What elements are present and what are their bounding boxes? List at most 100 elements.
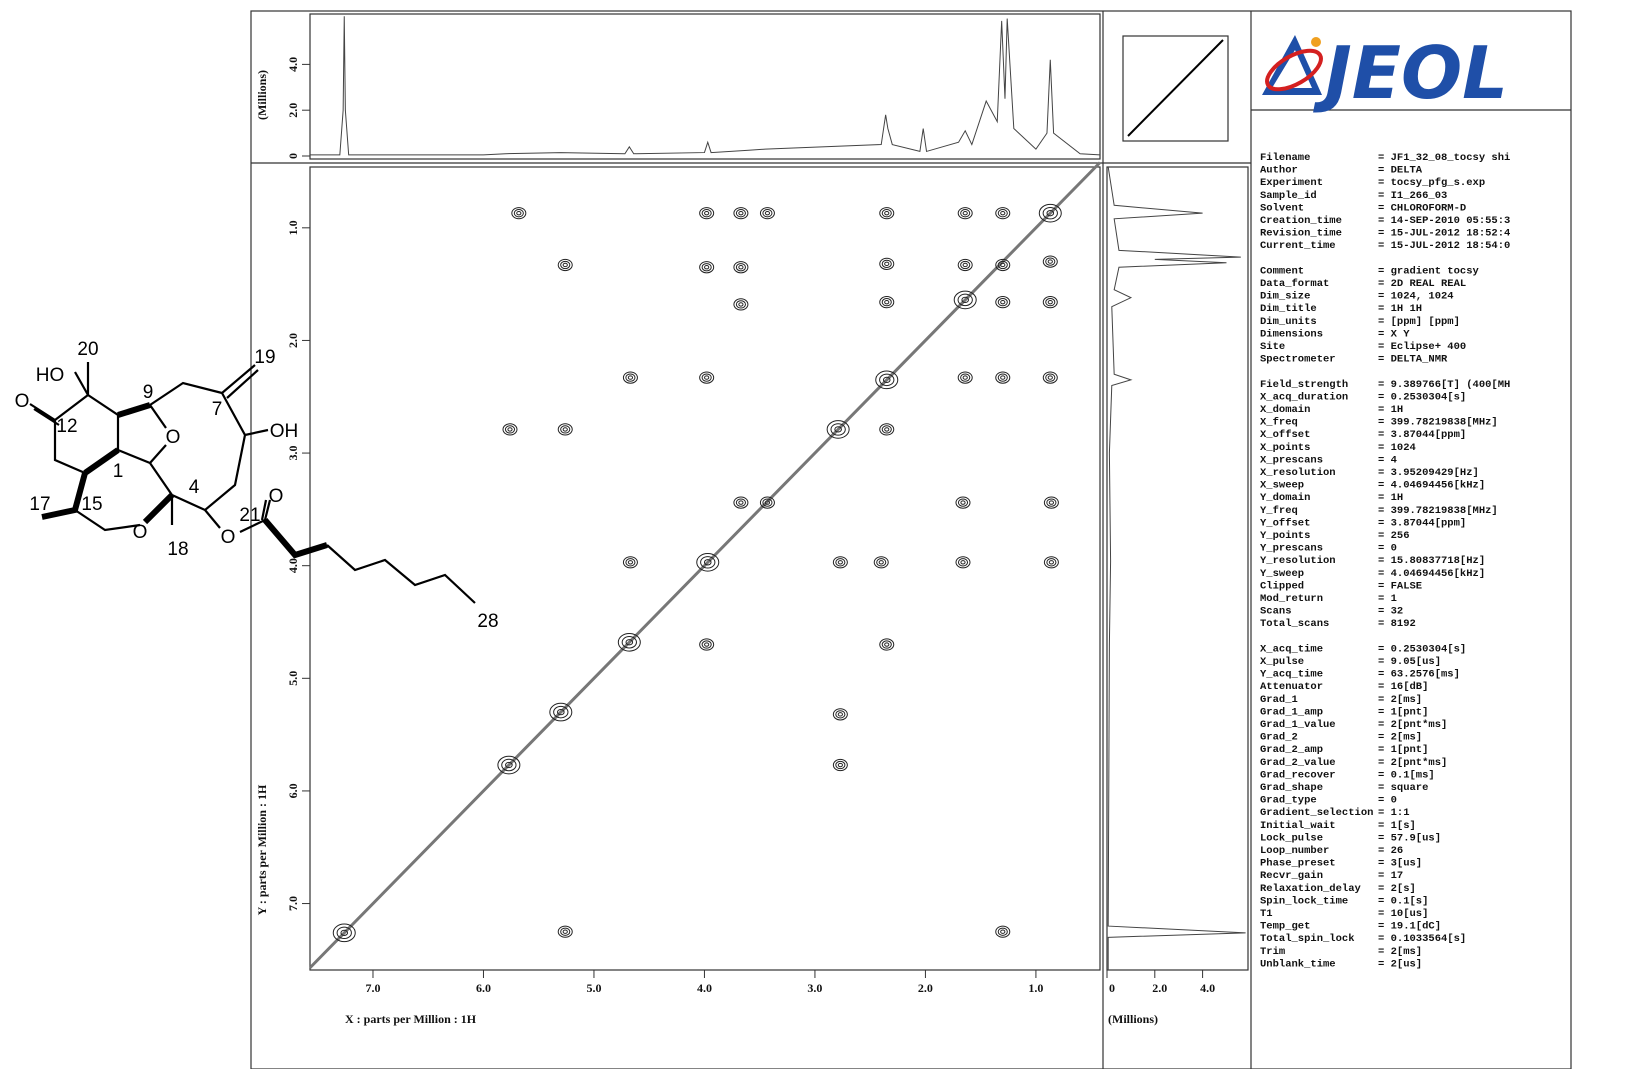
cross-peak <box>733 207 749 220</box>
contour <box>759 207 775 220</box>
contour <box>997 298 1008 307</box>
contour <box>738 210 744 216</box>
contour <box>1046 210 1055 217</box>
contour <box>957 371 973 384</box>
parameter-name: Recvr_gain <box>1260 870 1323 882</box>
contour <box>699 371 715 384</box>
contour <box>332 923 356 943</box>
parameter-name: Attenuator <box>1260 681 1323 693</box>
contour <box>562 929 568 934</box>
cross-peak <box>879 423 895 436</box>
parameter-value: = CHLOROFORM-D <box>1378 202 1466 214</box>
parameter-name: Y_offset <box>1260 517 1310 529</box>
contour <box>881 298 892 307</box>
parameter-name: Spin_lock_time <box>1260 895 1348 907</box>
x-tick-label: 0 <box>1109 981 1115 995</box>
atom-label: HO <box>36 365 65 386</box>
contour <box>738 500 744 505</box>
parameter-value: = 3.87044[ppm] <box>1378 517 1466 529</box>
cross-peak <box>332 923 356 943</box>
parameter-value: = 2[pnt*ms] <box>1378 757 1447 769</box>
parameter-name: Dim_units <box>1260 316 1317 328</box>
cross-peak <box>557 925 573 938</box>
contour <box>1047 375 1053 380</box>
cross-peak <box>879 296 895 309</box>
parameter-name: Grad_2_value <box>1260 757 1336 769</box>
contour <box>884 299 890 305</box>
contour <box>995 371 1011 384</box>
contour <box>1042 206 1058 220</box>
parameter-name: Y_freq <box>1260 505 1298 517</box>
parameter-name: Data_format <box>1260 278 1329 290</box>
y-tick-label: 5.0 <box>286 671 300 686</box>
cross-peak <box>502 423 518 436</box>
x-tick-label: 5.0 <box>586 981 601 995</box>
x-tick-label: 4.0 <box>697 981 712 995</box>
atom-label: 4 <box>189 477 200 498</box>
x-tick-label: 2.0 <box>918 981 933 995</box>
cross-peak <box>699 371 715 384</box>
contour <box>879 257 895 270</box>
contour <box>997 373 1008 382</box>
parameter-name: X_prescans <box>1260 454 1323 466</box>
parameter-name: Spectrometer <box>1260 354 1336 366</box>
cross-peak <box>957 258 973 272</box>
parameter-name: Grad_2_amp <box>1260 744 1323 756</box>
parameter-name: Loop_number <box>1260 845 1329 857</box>
contour <box>735 498 746 507</box>
contour <box>562 262 568 268</box>
contour <box>513 209 524 218</box>
parameter-value: = 17 <box>1378 870 1403 882</box>
cross-peak <box>826 420 850 439</box>
parameter-name: Temp_get <box>1260 921 1310 933</box>
parameter-value: = 0.1033564[s] <box>1378 933 1466 945</box>
parameter-name: Phase_preset <box>1260 858 1336 870</box>
contour <box>957 207 973 220</box>
parameter-value: = 16[dB] <box>1378 681 1428 693</box>
cross-peak <box>873 556 889 569</box>
contour <box>879 296 895 309</box>
contour <box>830 423 846 436</box>
atom-label: 12 <box>56 416 77 437</box>
cross-peak <box>995 207 1011 220</box>
contour <box>557 708 565 716</box>
cross-peak <box>759 207 775 220</box>
atom-label: 15 <box>81 494 102 515</box>
contour <box>1045 373 1056 382</box>
atom-label: 7 <box>212 399 223 420</box>
parameter-value: = 8192 <box>1378 618 1416 630</box>
atom-label: 1 <box>113 461 124 482</box>
contour <box>1048 500 1054 505</box>
parameter-value: = 4.04694456[kHz] <box>1378 480 1485 492</box>
contour <box>696 553 720 572</box>
contour <box>957 258 973 272</box>
contour <box>1048 560 1054 565</box>
parameter-value: = tocsy_pfg_s.exp <box>1378 177 1485 189</box>
contour <box>879 423 895 436</box>
contour <box>735 209 746 218</box>
contour <box>837 762 843 768</box>
thumbnail <box>1127 39 1224 137</box>
cross-peak <box>699 638 715 651</box>
diagonal-ridge <box>308 161 1102 969</box>
contour <box>703 559 712 566</box>
contour <box>621 636 637 649</box>
cross-peak <box>557 423 573 436</box>
contour <box>627 560 634 565</box>
contour <box>882 376 891 383</box>
parameter-name: Grad_1_value <box>1260 719 1336 731</box>
parameter-name: Y_domain <box>1260 492 1310 504</box>
contour <box>962 262 968 268</box>
parameter-value: = square <box>1378 782 1428 794</box>
logo-text: JEOL <box>1313 31 1508 115</box>
contour <box>511 207 527 220</box>
parameter-value: = JF1_32_08_tocsy shi <box>1378 152 1510 164</box>
parameter-name: Initial_wait <box>1260 820 1336 832</box>
contour <box>875 370 899 390</box>
contour <box>704 210 710 216</box>
atom-label: O <box>133 522 148 543</box>
contour <box>881 209 892 218</box>
cross-peak <box>879 207 895 220</box>
y-axis-label: (Millions) <box>255 70 269 120</box>
parameter-value: = 1[pnt] <box>1378 744 1428 756</box>
